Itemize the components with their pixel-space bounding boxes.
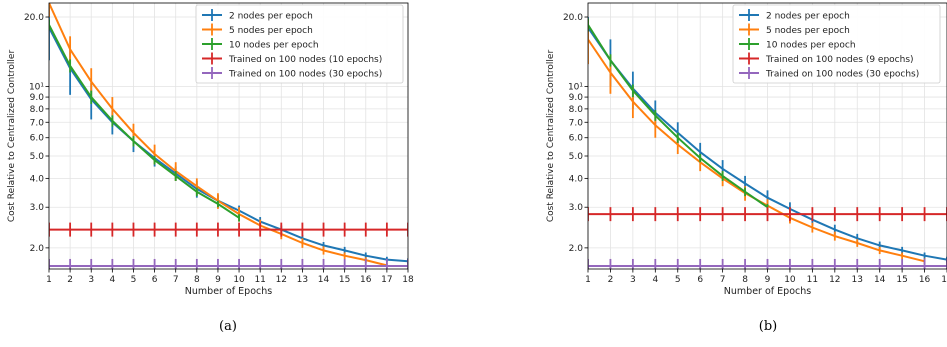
panel-caption: (a): [219, 319, 237, 334]
x-tick-label: 9: [215, 275, 221, 285]
x-tick-label: 7: [173, 275, 179, 285]
x-axis-label: Number of Epochs: [185, 286, 272, 297]
legend-label: 5 nodes per epoch: [766, 26, 850, 36]
y-tick-label: 2.0: [569, 244, 584, 254]
x-tick-label: 6: [152, 275, 158, 285]
x-tick-label: 8: [194, 275, 200, 285]
y-axis-label: Cost Relative to Centralized Controller: [546, 50, 556, 223]
y-tick-label: 20.0: [563, 13, 583, 23]
legend-label: Trained on 100 nodes (30 epochs): [765, 70, 919, 80]
x-tick-label: 14: [318, 275, 330, 285]
series-line: [49, 24, 240, 219]
x-tick-label: 5: [675, 275, 681, 285]
x-tick-label: 11: [254, 275, 265, 285]
x-tick-label: 14: [874, 275, 886, 285]
x-tick-label: 11: [807, 275, 818, 285]
y-tick-label: 7.0: [569, 118, 584, 128]
y-tick-label: 3.0: [569, 203, 584, 213]
x-tick-label: 4: [109, 275, 115, 285]
x-tick-label: 6: [697, 275, 703, 285]
y-tick-label: 4.0: [30, 174, 45, 184]
legend: 2 nodes per epoch 5 nodes per epoch 10 nod…: [195, 4, 404, 84]
y-tick-label: 6.0: [569, 134, 584, 144]
plot-frame: [48, 2, 409, 270]
x-tick-label: 13: [852, 275, 863, 285]
legend-label: 5 nodes per epoch: [229, 26, 313, 36]
x-tick-label: 15: [339, 275, 350, 285]
y-tick-label: 10¹: [29, 83, 44, 93]
y-axis-label: Cost Relative to Centralized Controller: [7, 50, 17, 223]
y-tick-label: 20.0: [24, 13, 44, 23]
series-layer: [588, 17, 947, 269]
x-tick-label: 3: [630, 275, 636, 285]
x-tick-label: 4: [652, 275, 658, 285]
y-tick-label: 10¹: [568, 83, 583, 93]
panel-caption: (b): [759, 319, 777, 334]
series-layer: [49, 3, 408, 269]
panel-b: 12345678910111213141516172.03.04.05.06.0…: [546, 2, 947, 334]
x-tick-label: 7: [720, 275, 726, 285]
y-tick-label: 5.0: [569, 152, 584, 162]
legend: 2 nodes per epoch 5 nodes per epoch 10 nod…: [732, 4, 941, 84]
y-tick-label: 3.0: [30, 203, 45, 213]
legend-box: [732, 4, 941, 84]
x-tick-label: 17: [381, 275, 392, 285]
legend-label: 2 nodes per epoch: [766, 12, 850, 22]
x-tick-label: 16: [919, 275, 931, 285]
x-tick-label: 3: [88, 275, 94, 285]
x-tick-label: 2: [67, 275, 73, 285]
y-tick-label: 8.0: [30, 105, 45, 115]
x-tick-label: 2: [608, 275, 614, 285]
x-tick-label: 12: [829, 275, 840, 285]
x-tick-label: 12: [276, 275, 287, 285]
y-tick-label: 6.0: [30, 134, 45, 144]
series-line: [49, 27, 408, 263]
legend-label: 10 nodes per epoch: [229, 41, 319, 51]
x-tick-label: 15: [896, 275, 907, 285]
y-tick-label: 7.0: [30, 118, 45, 128]
legend-label: Trained on 100 nodes (30 epochs): [228, 70, 382, 80]
y-tick-label: 9.0: [569, 93, 584, 103]
legend-label: 10 nodes per epoch: [766, 41, 856, 51]
x-tick-label: 13: [297, 275, 308, 285]
y-tick-label: 9.0: [30, 93, 45, 103]
y-tick-label: 2.0: [30, 244, 45, 254]
legend-label: Trained on 100 nodes (9 epochs): [765, 55, 914, 65]
x-tick-label: 1: [585, 275, 591, 285]
legend-label: Trained on 100 nodes (10 epochs): [228, 55, 382, 65]
y-tick-label: 4.0: [569, 174, 584, 184]
x-tick-label: 18: [402, 275, 414, 285]
x-axis-label: Number of Epochs: [724, 286, 811, 297]
x-tick-label: 16: [360, 275, 372, 285]
x-tick-label: 10: [233, 275, 245, 285]
x-tick-label: 10: [784, 275, 796, 285]
panel-a: 1 2 3 4 5 6 7 8 9 10 11 12 13 14 15 16 17 182.03.04.05.06…: [7, 2, 414, 334]
x-tick-label: 1: [46, 275, 52, 285]
y-tick-label: 8.0: [569, 105, 584, 115]
x-tick-label: 8: [742, 275, 748, 285]
x-tick-label: 9: [765, 275, 771, 285]
legend-label: 2 nodes per epoch: [229, 12, 313, 22]
y-tick-label: 5.0: [30, 152, 45, 162]
x-tick-label: 17: [941, 275, 947, 285]
x-tick-label: 5: [131, 275, 137, 285]
legend-box: [195, 4, 404, 84]
